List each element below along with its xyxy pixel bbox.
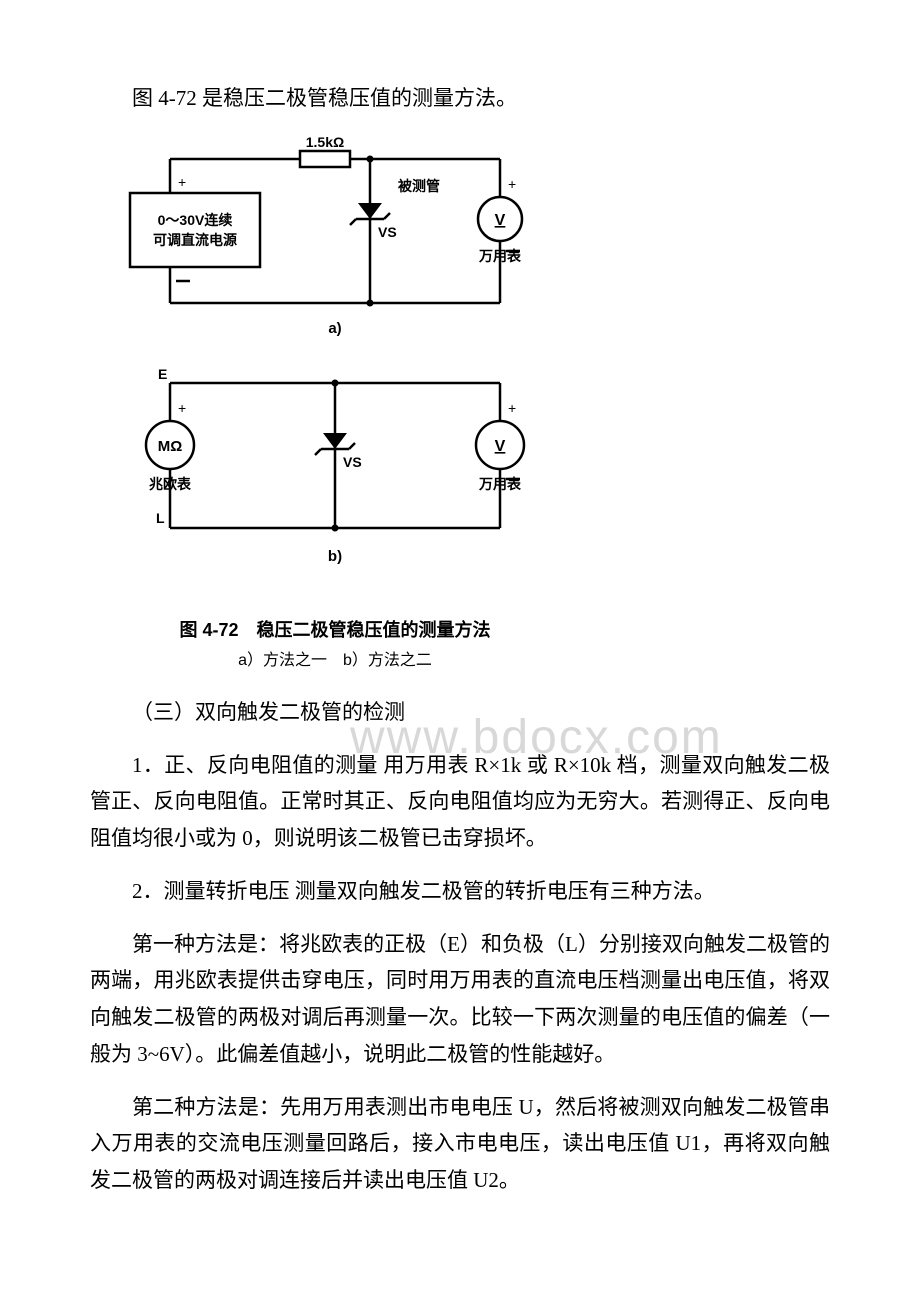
plus-megger: + (178, 400, 186, 416)
meter-label-a: 万用表 (478, 248, 522, 264)
paragraph-2: 2．测量转折电压 测量双向触发二极管的转折电压有三种方法。 (90, 873, 830, 910)
caption-subtitle: a）方法之一 b）方法之二 (120, 646, 550, 670)
paragraph-1: 1．正、反向电阻值的测量 用万用表 R×1k 或 R×10k 档，测量双向触发二… (90, 747, 830, 857)
meter-v-a: V (495, 212, 506, 229)
subfig-label-a: a) (328, 320, 341, 337)
plus-meter-a: + (508, 176, 516, 192)
figure-4-72: 1.5kΩ + 0～30V连续 可调直流电源 (120, 133, 550, 608)
meter-label-b: 万用表 (478, 476, 522, 492)
subfig-label-b: b) (328, 548, 342, 565)
source-line2: 可调直流电源 (153, 232, 237, 248)
paragraph-4: 第二种方法是：先用万用表测出市电电压 U，然后将被测双向触发二极管串入万用表的交… (90, 1089, 830, 1199)
figure-caption: 图 4-72 稳压二极管稳压值的测量方法 a）方法之一 b）方法之二 (120, 616, 550, 670)
source-line1: 0～30V连续 (158, 212, 233, 228)
plus-source: + (178, 174, 186, 190)
plus-meter-b: + (508, 400, 516, 416)
paragraph-3: 第一种方法是：将兆欧表的正极（E）和负极（L）分别接双向触发二极管的两端，用兆欧… (90, 926, 830, 1073)
circuit-diagrams-svg: 1.5kΩ + 0～30V连续 可调直流电源 (120, 133, 550, 603)
vs-label-b: VS (343, 454, 362, 470)
dut-label: 被测管 (398, 178, 440, 194)
resistor-value: 1.5kΩ (306, 134, 344, 150)
intro-paragraph: 图 4-72 是稳压二极管稳压值的测量方法。 (90, 80, 830, 117)
terminal-l: L (156, 510, 165, 526)
meter-v-b: V (495, 438, 506, 455)
megger-symbol: MΩ (158, 438, 183, 455)
caption-title: 图 4-72 稳压二极管稳压值的测量方法 (120, 616, 550, 642)
circuit-a: 1.5kΩ + 0～30V连续 可调直流电源 (130, 134, 522, 337)
terminal-e: E (158, 366, 167, 382)
section-3-heading: （三）双向触发二极管的检测 (90, 694, 830, 731)
circuit-b: E + MΩ 兆欧表 L (146, 366, 524, 565)
vs-label-a: VS (378, 224, 397, 240)
